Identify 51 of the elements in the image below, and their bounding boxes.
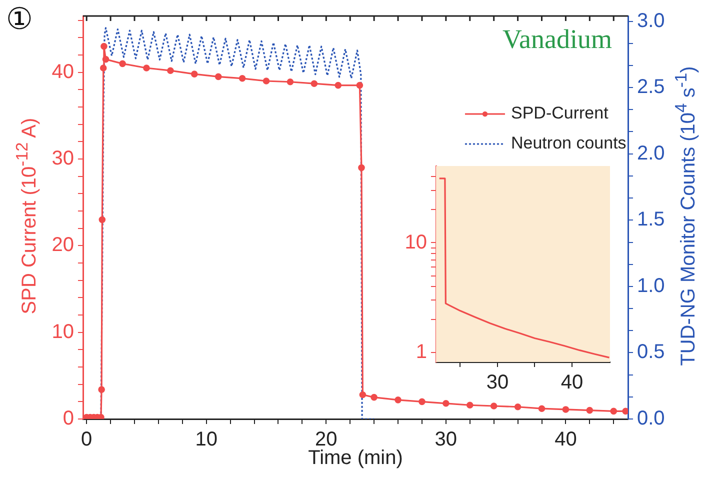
- legend-label: Neutron counts: [511, 134, 626, 153]
- y-tick-label: 0: [62, 408, 74, 430]
- point: [167, 67, 174, 74]
- y2-tick-label: 1.0: [637, 274, 665, 297]
- point: [286, 78, 294, 86]
- point: [262, 78, 270, 84]
- text: ①: [6, 2, 33, 37]
- point: [100, 42, 108, 50]
- y-tick-label: 10: [52, 320, 74, 343]
- y-tick-label: 1: [416, 341, 427, 364]
- point: [610, 408, 618, 415]
- point: [143, 64, 150, 72]
- point: [358, 164, 365, 172]
- y-tick-label: 30: [52, 148, 74, 170]
- point: [310, 80, 318, 87]
- point: [370, 394, 378, 401]
- point: [98, 386, 105, 393]
- point: [394, 396, 402, 404]
- legend-label: SPD-Current: [511, 104, 609, 123]
- point: [214, 73, 222, 80]
- point: [190, 70, 198, 78]
- y2-tick-label: 2.5: [637, 76, 665, 98]
- point: [238, 75, 246, 82]
- point: [119, 60, 126, 68]
- x-tick-label: 0: [81, 428, 92, 451]
- annotation: Vanadium: [502, 24, 612, 55]
- y2-tick-label: 2.0: [637, 142, 665, 164]
- point: [359, 391, 366, 398]
- x-tick-label: 30: [434, 428, 458, 451]
- point: [622, 408, 628, 415]
- point: [334, 82, 342, 89]
- y2-tick-label: 3.0: [637, 10, 665, 32]
- point: [514, 403, 522, 410]
- point: [98, 216, 106, 224]
- point: [356, 82, 364, 89]
- point: [442, 400, 450, 407]
- y-tick-label: 40: [52, 60, 74, 83]
- y2-tick-label: 1.5: [637, 208, 665, 231]
- point: [466, 402, 474, 409]
- point: [538, 405, 546, 412]
- x-tick-label: 10: [195, 428, 218, 451]
- point: [586, 406, 594, 414]
- point: [562, 406, 570, 413]
- point: [418, 398, 426, 406]
- point: [102, 56, 110, 63]
- point: [100, 64, 107, 72]
- y-tick-label: 20: [52, 234, 74, 256]
- point: [490, 402, 498, 410]
- x-tick-label: 40: [554, 428, 577, 451]
- y2-tick-label: 0.0: [637, 408, 665, 430]
- y2-tick-label: 0.5: [637, 341, 665, 364]
